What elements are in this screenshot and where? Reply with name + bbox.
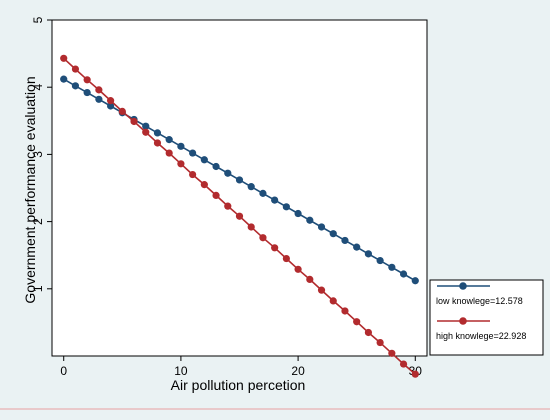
- series-1-point: [341, 307, 349, 315]
- series-1-point: [106, 97, 115, 105]
- series-1-point: [282, 254, 290, 263]
- series-1-group: [60, 54, 419, 378]
- series-1-point: [130, 117, 138, 126]
- series-1-point: [189, 170, 197, 179]
- y-tick-label: 1: [31, 285, 45, 292]
- series-0-point: [71, 82, 80, 90]
- y-tick-label: 5: [31, 16, 45, 23]
- series-0-point: [282, 203, 290, 211]
- series-1-point: [212, 191, 220, 199]
- series-layer: [60, 54, 419, 378]
- y-axis-title: Government performance evaluation: [22, 76, 38, 303]
- series-0-point: [259, 189, 267, 197]
- series-0-point: [271, 196, 279, 204]
- series-1-point: [83, 76, 91, 84]
- series-1-point: [177, 160, 185, 168]
- series-0-point: [353, 243, 361, 251]
- legend-key-marker-1: [459, 317, 467, 325]
- series-0-point: [306, 216, 314, 224]
- legend: low knowlege=12.578 high knowlege=22.928: [429, 279, 544, 356]
- series-1-point: [71, 65, 80, 73]
- y-axis: 1 2 3 4 5: [31, 16, 52, 292]
- series-1-point: [224, 202, 232, 210]
- series-1-point: [142, 128, 150, 136]
- series-1-point: [364, 328, 373, 337]
- series-1-point: [388, 349, 396, 357]
- series-1-point: [353, 318, 361, 326]
- series-1-point: [153, 139, 162, 147]
- x-axis: 0102030: [60, 356, 422, 378]
- legend-key-marker-0: [459, 282, 467, 290]
- series-1-point: [259, 234, 267, 242]
- y-tick-label: 4: [31, 84, 45, 91]
- series-0-point: [388, 263, 396, 271]
- series-1-point: [271, 244, 279, 252]
- series-1-point: [165, 149, 173, 157]
- series-1-point: [399, 360, 408, 368]
- series-0-point: [106, 102, 115, 110]
- series-1-point: [411, 370, 419, 378]
- series-1-point: [329, 297, 337, 305]
- series-1-point: [294, 265, 302, 273]
- series-0-point: [399, 270, 408, 278]
- legend-label-0: low knowlege=12.578: [436, 296, 523, 306]
- x-tick-label: 0: [60, 364, 67, 378]
- y-tick-label: 2: [31, 218, 45, 225]
- series-0-point: [95, 95, 103, 103]
- series-1-point: [235, 212, 244, 220]
- series-0-point: [329, 230, 337, 238]
- series-1-point: [376, 338, 384, 347]
- x-tick-label: 20: [291, 364, 305, 378]
- series-1-point: [306, 275, 314, 283]
- series-0-point: [177, 142, 185, 150]
- series-0-point: [411, 277, 419, 285]
- series-1-point: [95, 86, 103, 94]
- legend-label-1: high knowlege=22.928: [436, 331, 526, 341]
- series-0-point: [224, 169, 232, 177]
- series-1-point: [247, 223, 255, 231]
- series-1-point: [317, 286, 326, 294]
- series-0-point: [189, 149, 197, 157]
- series-0-point: [376, 256, 384, 265]
- series-0-point: [83, 88, 91, 97]
- plot-area: [51, 19, 428, 357]
- series-0-point: [142, 122, 150, 130]
- series-0-point: [247, 183, 255, 191]
- series-0-point: [235, 176, 244, 184]
- legend-box: [429, 279, 544, 356]
- series-1-point: [200, 181, 208, 189]
- y-tick-label: 3: [31, 151, 45, 158]
- series-0-point: [165, 136, 173, 144]
- series-0-point: [364, 250, 373, 258]
- series-1-point: [60, 54, 68, 62]
- series-0-point: [341, 236, 349, 245]
- series-0-point: [200, 156, 208, 164]
- series-0-point: [294, 209, 302, 218]
- series-0-point: [212, 162, 220, 171]
- series-1-point: [118, 107, 126, 115]
- x-axis-title: Air pollution percetion: [171, 377, 306, 393]
- series-0-point: [153, 129, 162, 137]
- x-tick-label: 10: [174, 364, 188, 378]
- series-0-point: [60, 75, 68, 83]
- series-0-point: [317, 223, 326, 231]
